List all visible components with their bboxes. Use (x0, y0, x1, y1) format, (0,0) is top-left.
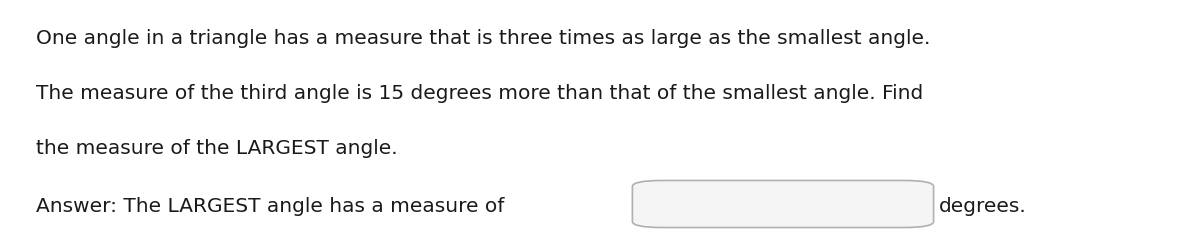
Text: degrees.: degrees. (938, 197, 1026, 216)
Text: the measure of the LARGEST angle.: the measure of the LARGEST angle. (36, 139, 397, 158)
FancyBboxPatch shape (632, 180, 934, 228)
Text: One angle in a triangle has a measure that is three times as large as the smalle: One angle in a triangle has a measure th… (36, 29, 930, 48)
Text: Answer: The LARGEST angle has a measure of: Answer: The LARGEST angle has a measure … (36, 197, 504, 216)
Text: The measure of the third angle is 15 degrees more than that of the smallest angl: The measure of the third angle is 15 deg… (36, 84, 923, 103)
